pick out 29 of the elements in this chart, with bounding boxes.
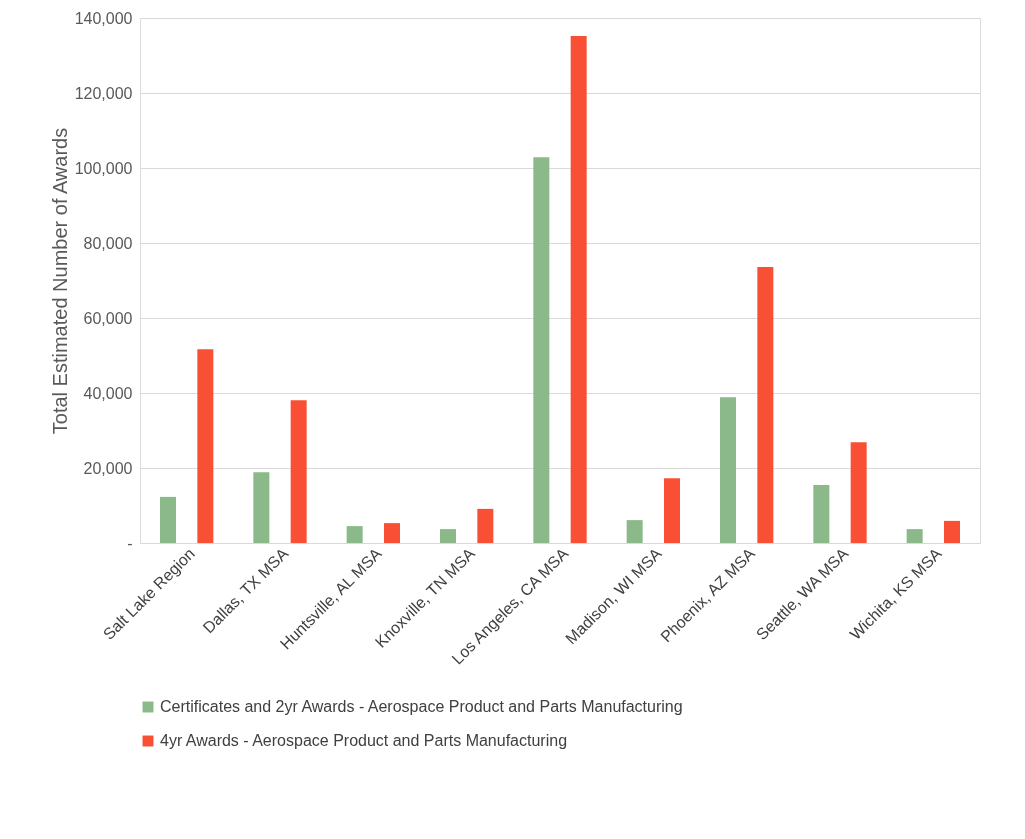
bar — [720, 397, 736, 543]
bar — [384, 523, 400, 543]
bar — [757, 267, 774, 543]
y-axis-title: Total Estimated Number of Awards — [48, 127, 71, 435]
y-tick-label: 20,000 — [83, 459, 133, 477]
y-tick-label: 80,000 — [83, 234, 133, 252]
bar — [944, 520, 960, 543]
y-tick-label: - — [127, 534, 133, 552]
y-tick-label: 40,000 — [83, 384, 133, 402]
bar — [533, 157, 550, 543]
y-tick-label: 140,000 — [74, 9, 133, 27]
bar — [850, 442, 867, 543]
bar — [906, 529, 923, 543]
bar — [197, 349, 214, 543]
bar — [664, 478, 680, 543]
y-tick-label: 60,000 — [83, 309, 133, 327]
bar — [570, 36, 587, 543]
bar — [813, 484, 830, 543]
bar — [290, 400, 307, 543]
legend-label: 4yr Awards - Aerospace Product and Parts Manufacturing — [160, 732, 568, 749]
bar — [440, 529, 456, 543]
bar — [160, 496, 176, 543]
bar — [626, 520, 643, 543]
y-tick-label: 120,000 — [74, 84, 133, 102]
bar — [346, 526, 363, 543]
bar — [253, 472, 270, 543]
bar — [477, 508, 494, 543]
y-tick-label: 100,000 — [74, 159, 133, 177]
legend-label: Certificates and 2yr Awards - Aerospace Product and Parts Manufacturing — [160, 698, 683, 715]
